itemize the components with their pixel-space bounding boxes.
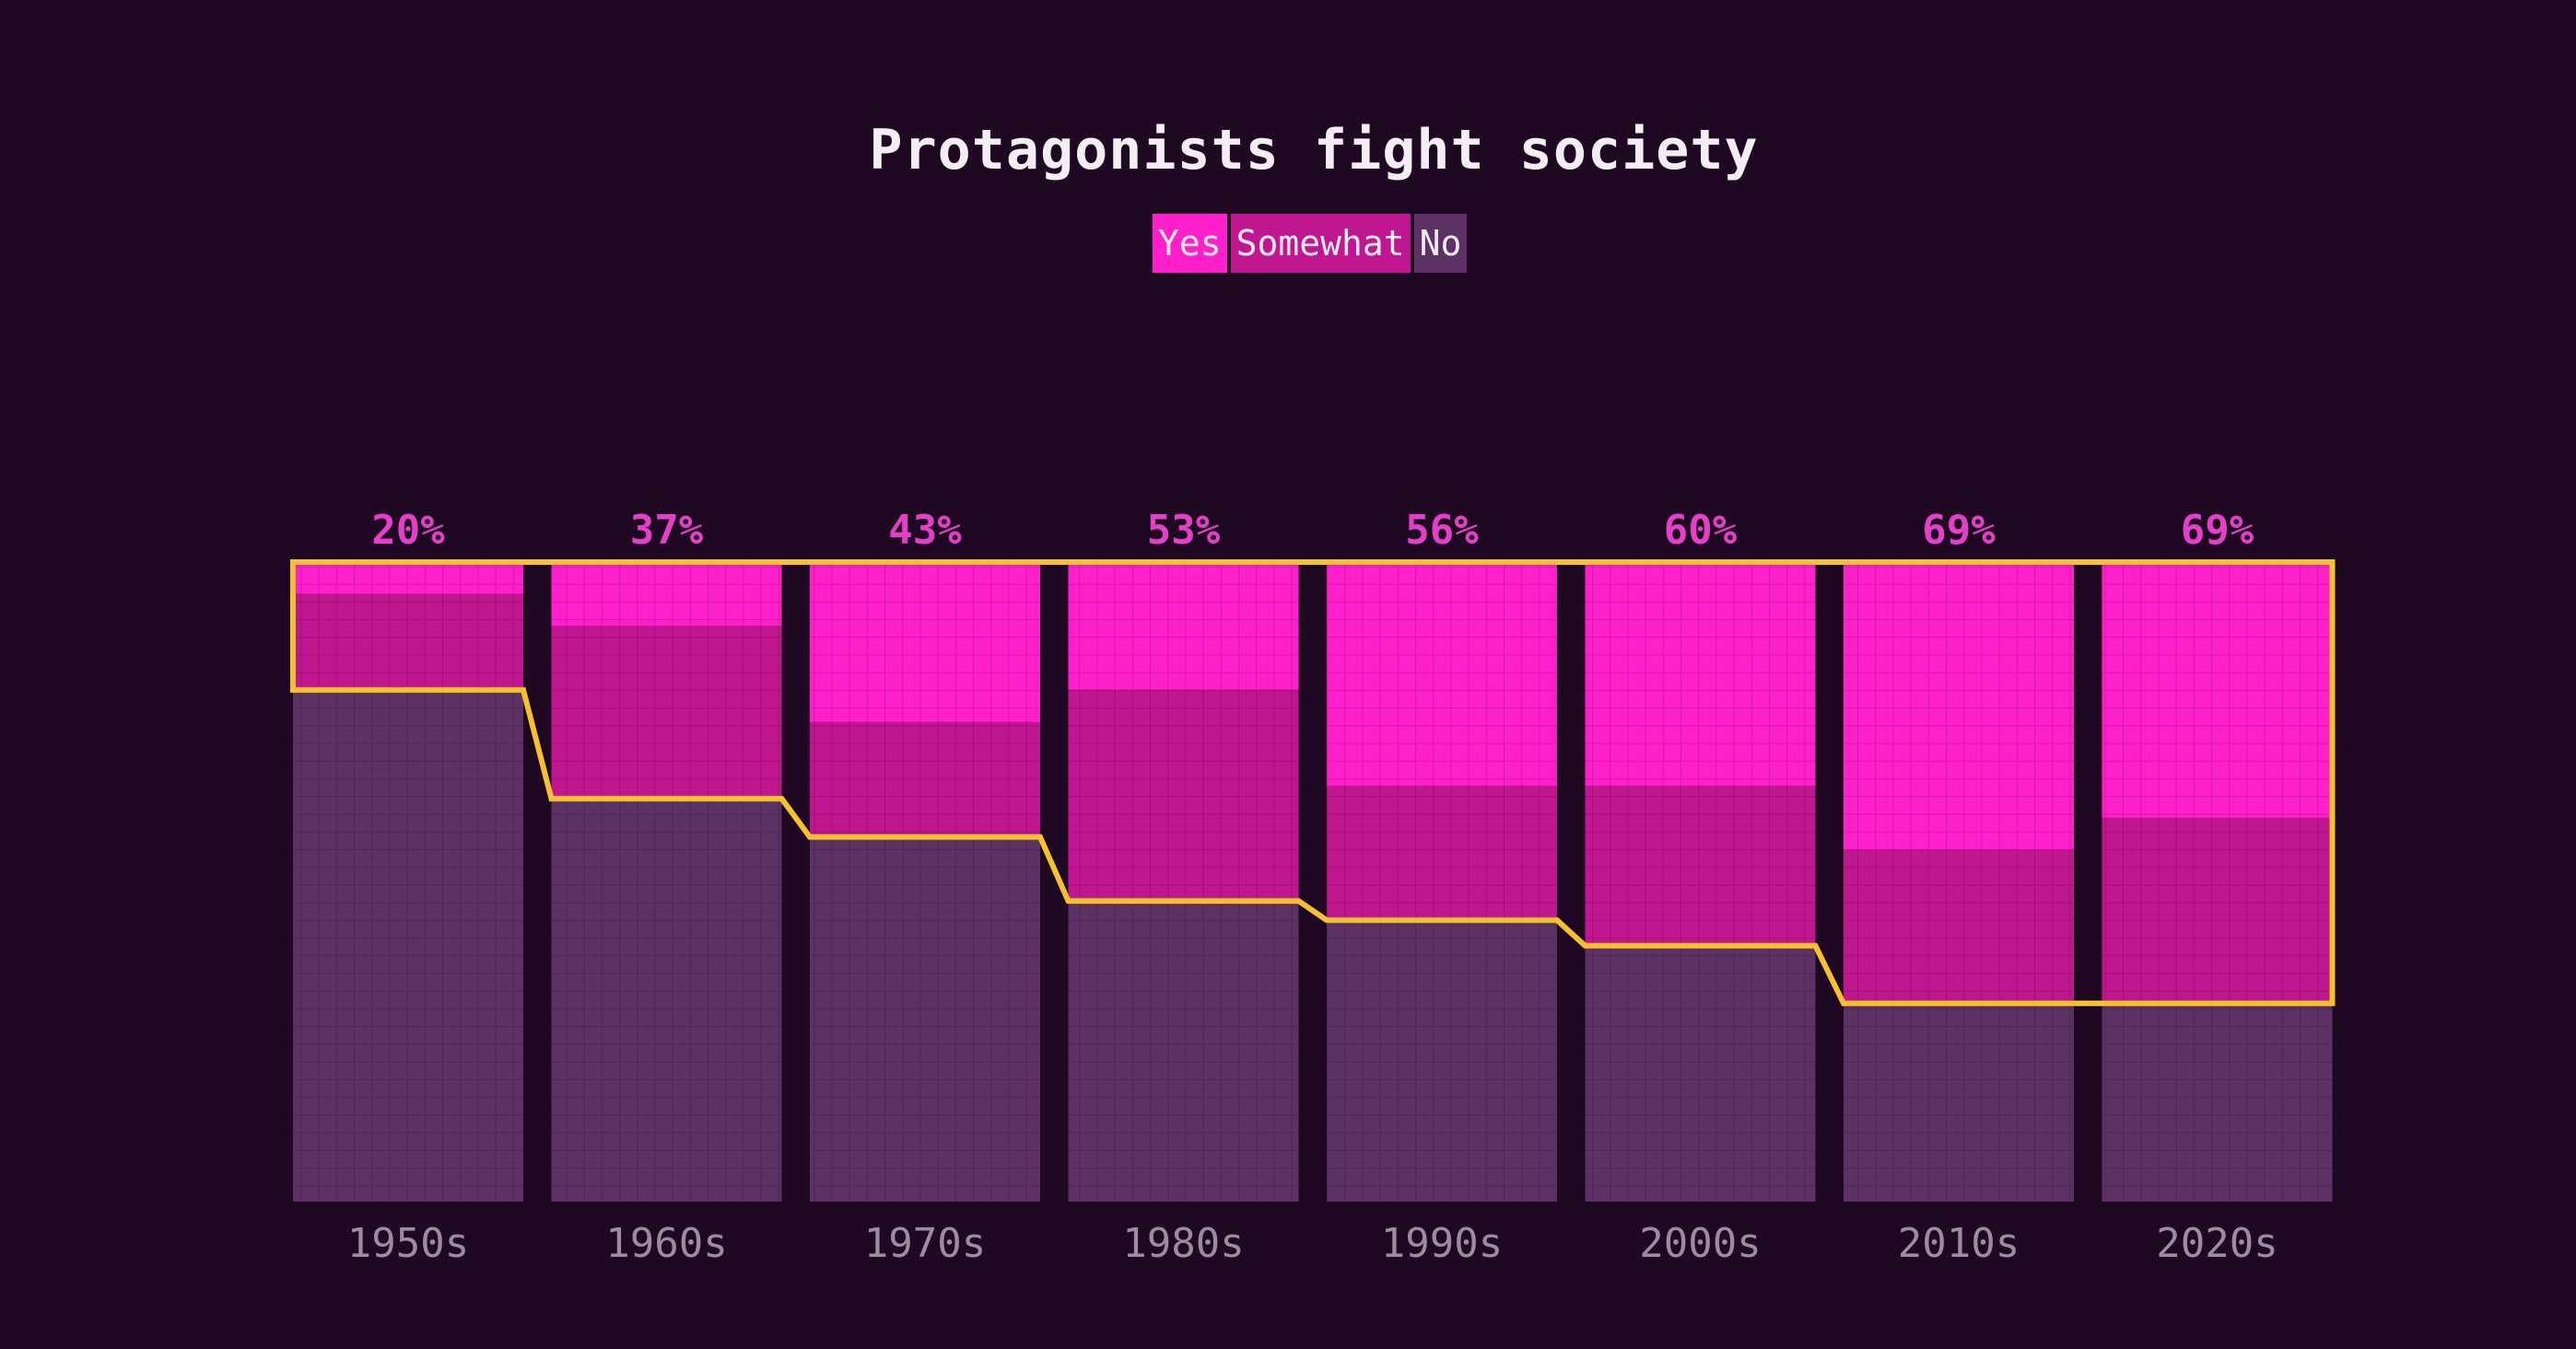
category-label-2000s: 2000s xyxy=(1639,1220,1761,1267)
category-label-1960s: 1960s xyxy=(605,1220,727,1267)
category-label-2010s: 2010s xyxy=(1898,1220,2020,1267)
bar-grid-1950s xyxy=(293,562,523,1202)
category-label-2020s: 2020s xyxy=(2156,1220,2277,1267)
percent-label-2010s: 69% xyxy=(1922,507,1996,554)
category-label-1990s: 1990s xyxy=(1381,1220,1503,1267)
bar-grid-1980s xyxy=(1068,562,1299,1202)
percent-label-1970s: 43% xyxy=(888,507,962,554)
percent-label-1950s: 20% xyxy=(371,507,445,554)
percent-label-1990s: 56% xyxy=(1405,507,1479,554)
bar-grid-1960s xyxy=(551,562,782,1202)
chart-title: Protagonists fight society xyxy=(869,118,1759,182)
percent-label-1980s: 53% xyxy=(1147,507,1221,554)
chart-legend: Yes Somewhat No xyxy=(1153,214,1468,273)
percent-label-2000s: 60% xyxy=(1664,507,1738,554)
percent-label-2020s: 69% xyxy=(2181,507,2254,554)
legend-item-yes[interactable]: Yes xyxy=(1153,214,1227,273)
category-label-1970s: 1970s xyxy=(864,1220,986,1267)
category-label-1980s: 1980s xyxy=(1122,1220,1244,1267)
legend-item-no[interactable]: No xyxy=(1413,214,1468,273)
bar-grid-2000s xyxy=(1585,562,1816,1202)
bar-grid-2020s xyxy=(2102,562,2333,1202)
bar-grid-1970s xyxy=(810,562,1040,1202)
bar-grid-2010s xyxy=(1844,562,2074,1202)
category-label-1950s: 1950s xyxy=(347,1220,469,1267)
bar-grid-1990s xyxy=(1327,562,1557,1202)
legend-item-somewhat[interactable]: Somewhat xyxy=(1230,214,1411,273)
percent-label-1960s: 37% xyxy=(630,507,704,554)
fight-society-outline xyxy=(290,559,2336,1006)
